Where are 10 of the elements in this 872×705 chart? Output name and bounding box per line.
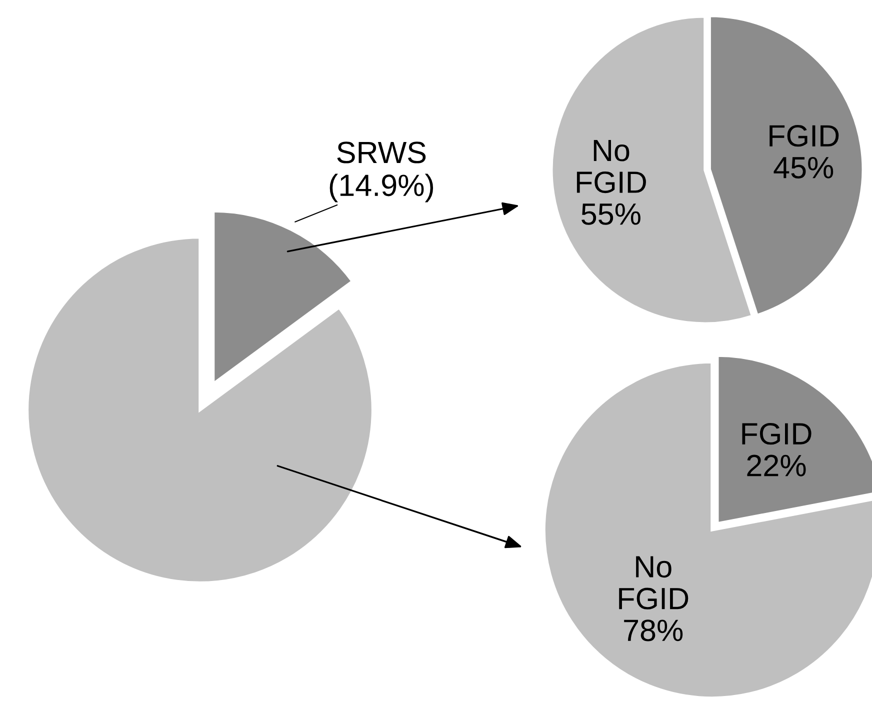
slice-label: SRWS <box>337 142 426 164</box>
slice-label: FGID <box>770 125 839 147</box>
slice-label: FGID <box>742 422 812 445</box>
slice-label: No FGID <box>576 140 646 194</box>
data-label: 78% <box>624 620 683 642</box>
slice-label: No FGID <box>619 556 688 610</box>
data-label: 45% <box>774 156 834 178</box>
data-label: 22% <box>747 454 806 476</box>
data-label: 55% <box>582 203 640 225</box>
data-label: (14.9%) <box>330 174 434 202</box>
